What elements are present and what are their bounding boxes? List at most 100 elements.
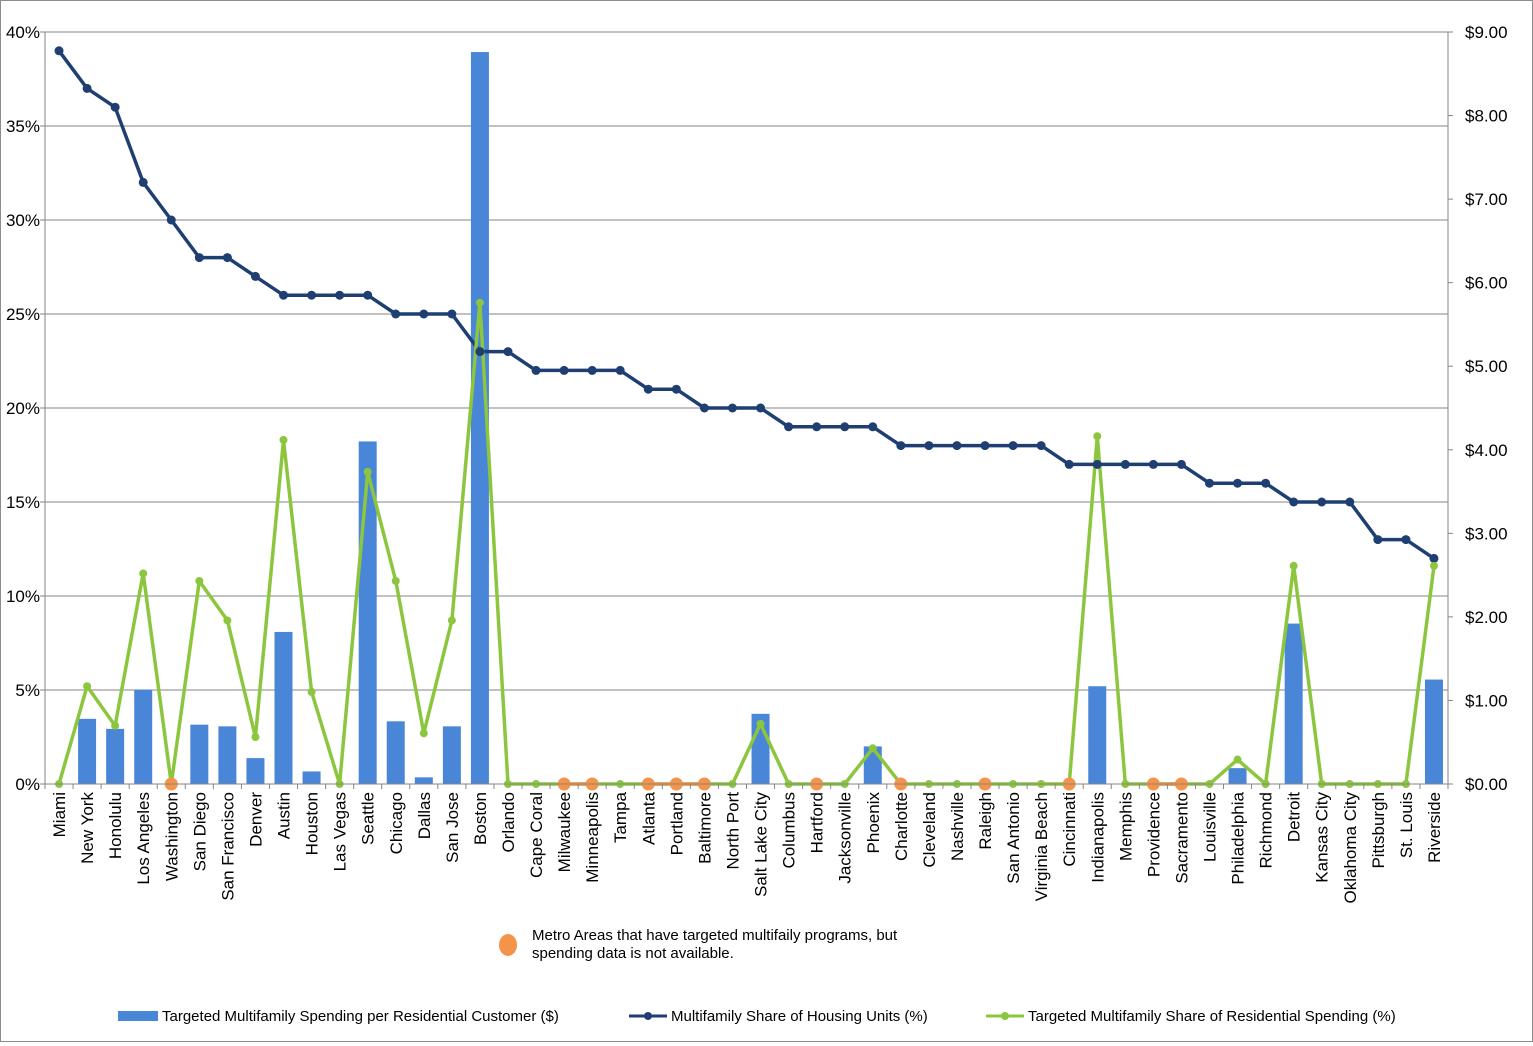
category-label: Louisville xyxy=(1200,792,1219,862)
category-label: Oklahoma City xyxy=(1341,792,1360,904)
category-label: Kansas City xyxy=(1313,792,1332,883)
spending-share-point xyxy=(307,687,316,696)
no-data-legend-marker xyxy=(499,934,517,956)
right-tick-label: $1.00 xyxy=(1465,691,1508,710)
category-label: Tampa xyxy=(611,791,630,843)
right-tick-label: $3.00 xyxy=(1465,524,1508,543)
spending-share-line xyxy=(57,300,1436,786)
housing-share-point xyxy=(391,309,401,319)
bar xyxy=(386,721,405,784)
bar xyxy=(106,728,125,784)
category-labels: Miami New York Honolulu Los Angeles Washingt… xyxy=(50,791,1444,903)
housing-share-point xyxy=(250,271,260,281)
category-label: Honolulu xyxy=(106,792,125,859)
category-label: Orlando xyxy=(499,792,518,852)
category-label: Pittsburgh xyxy=(1369,792,1388,869)
category-label: Raleigh xyxy=(976,792,995,850)
spending-share-point xyxy=(1233,755,1242,764)
housing-share-point xyxy=(1345,497,1355,507)
category-label: Los Angeles xyxy=(134,792,153,885)
housing-share-point xyxy=(531,365,541,375)
bar xyxy=(1284,623,1303,784)
spending-share-point xyxy=(363,467,372,476)
housing-share-point xyxy=(756,403,766,413)
housing-share-point xyxy=(1148,459,1158,469)
right-tick-label: $9.00 xyxy=(1465,23,1508,42)
category-label: Minneapolis xyxy=(583,792,602,883)
housing-share-point xyxy=(363,290,373,300)
category-label: Jacksonville xyxy=(836,792,855,884)
right-tick-label: $5.00 xyxy=(1465,357,1508,376)
housing-share-point xyxy=(615,365,625,375)
left-tick-label: 25% xyxy=(6,305,40,324)
housing-share-point xyxy=(896,441,906,451)
bar xyxy=(470,52,489,784)
legend-spending-marker xyxy=(1001,1012,1009,1020)
left-tick-label: 30% xyxy=(6,211,40,230)
housing-share-point xyxy=(1429,553,1439,563)
axes xyxy=(40,31,1453,789)
category-label: Hartford xyxy=(808,792,827,853)
bar xyxy=(414,777,433,784)
housing-share-point xyxy=(1204,478,1214,488)
housing-share-point xyxy=(1036,441,1046,451)
category-label: New York xyxy=(78,792,97,864)
housing-share-point xyxy=(587,365,597,375)
category-label: San Antonio xyxy=(1004,792,1023,884)
category-label: Richmond xyxy=(1257,792,1276,869)
housing-share-point xyxy=(1064,459,1074,469)
legend-bar-swatch xyxy=(118,1011,158,1021)
category-label: Salt Lake City xyxy=(752,792,771,897)
housing-share-point xyxy=(1233,478,1243,488)
category-label: Seattle xyxy=(359,792,378,845)
left-tick-label: 15% xyxy=(6,493,40,512)
housing-share-point xyxy=(784,422,794,432)
bar xyxy=(134,689,153,784)
bar xyxy=(1424,679,1443,784)
spending-share-point xyxy=(447,616,456,625)
bar xyxy=(1088,686,1107,784)
housing-share-point xyxy=(222,253,232,263)
category-label: Dallas xyxy=(415,792,434,839)
spending-share-point xyxy=(223,616,232,625)
legend: Targeted Multifamily Spending per Reside… xyxy=(118,1008,1396,1025)
housing-share-point xyxy=(1120,459,1130,469)
spending-share-point xyxy=(868,744,877,753)
housing-share-point xyxy=(1401,535,1411,545)
tick-labels: 0% 5% 10% 15% 20% 25% 30% 35% 40% $0.00 $1.00 $2.00… xyxy=(6,23,1508,794)
category-label: Riverside xyxy=(1425,792,1444,863)
bar xyxy=(190,724,209,784)
housing-share-point xyxy=(727,403,737,413)
category-label: San Francisco xyxy=(218,792,237,901)
housing-share-point xyxy=(1261,478,1271,488)
housing-share-point xyxy=(1092,459,1102,469)
legend-housing-label: Multifamily Share of Housing Units (%) xyxy=(671,1008,928,1025)
spending-share-point xyxy=(475,298,484,307)
no-data-note: Metro Areas that have targeted multifail… xyxy=(499,927,898,962)
left-tick-label: 5% xyxy=(15,681,40,700)
housing-share-point xyxy=(952,441,962,451)
category-label: Miami xyxy=(50,792,69,837)
line-series xyxy=(54,46,1439,791)
right-tick-label: $4.00 xyxy=(1465,441,1508,460)
left-tick-label: 20% xyxy=(6,399,40,418)
spending-share-point xyxy=(279,435,288,444)
housing-share-point xyxy=(82,83,92,93)
right-tick-label: $6.00 xyxy=(1465,274,1508,293)
bar xyxy=(302,771,321,784)
housing-share-point xyxy=(279,290,289,300)
spending-share-point xyxy=(1093,432,1102,441)
category-label: Detroit xyxy=(1285,792,1304,842)
right-tick-label: $8.00 xyxy=(1465,107,1508,126)
housing-share-point xyxy=(447,309,457,319)
category-label: Charlotte xyxy=(892,792,911,861)
bar xyxy=(442,726,461,784)
housing-share-point xyxy=(475,347,485,357)
housing-share-point xyxy=(1373,535,1383,545)
housing-share-point xyxy=(503,347,513,357)
housing-share-point xyxy=(924,441,934,451)
legend-bar-label: Targeted Multifamily Spending per Reside… xyxy=(162,1008,559,1025)
legend-housing-marker xyxy=(644,1012,652,1020)
bar xyxy=(78,718,97,784)
housing-share-point xyxy=(194,253,204,263)
